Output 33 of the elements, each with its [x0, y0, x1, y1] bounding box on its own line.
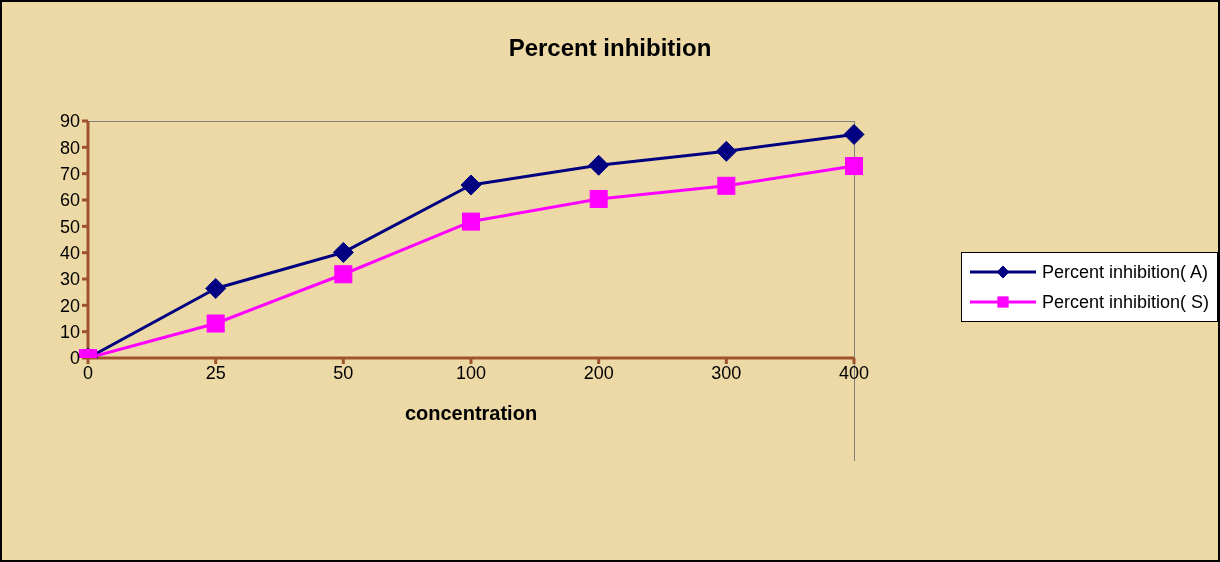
y-tick-label: 60 [59, 190, 80, 211]
point [334, 265, 353, 284]
x-tick-label: 100 [455, 362, 487, 383]
x-tick-label: 300 [711, 362, 742, 383]
x-tick-label: 200 [583, 362, 614, 383]
point [206, 314, 225, 333]
y-tick-label: 70 [59, 164, 80, 185]
x-tick-label: 50 [333, 362, 354, 383]
legend-label: Percent inhibition( S) [1041, 291, 1209, 313]
point [589, 189, 608, 208]
point [332, 241, 354, 263]
y-tick-label: 80 [59, 137, 80, 158]
y-tick-label: 90 [59, 111, 80, 132]
point [843, 123, 865, 145]
x-axis-title: concentration [404, 402, 538, 425]
x-tick-label: 400 [838, 362, 870, 383]
x-tick-label: 25 [205, 362, 226, 383]
point [715, 140, 737, 162]
point [845, 157, 863, 176]
x-tick-label: 0 [82, 362, 94, 383]
y-tick-label: 0 [69, 348, 80, 369]
y-tick-label: 10 [59, 322, 80, 343]
y-tick-label: 20 [59, 295, 80, 316]
point [460, 174, 482, 196]
y-tick-label: 40 [59, 243, 80, 264]
point [462, 212, 480, 231]
point [717, 176, 736, 195]
y-tick-label: 50 [59, 216, 80, 237]
point [205, 277, 227, 299]
chart-title: Percent inhibition [507, 34, 713, 62]
y-tick-label: 30 [59, 269, 80, 290]
legend-label: Percent inhibition( A) [1041, 261, 1208, 283]
point [588, 154, 610, 176]
